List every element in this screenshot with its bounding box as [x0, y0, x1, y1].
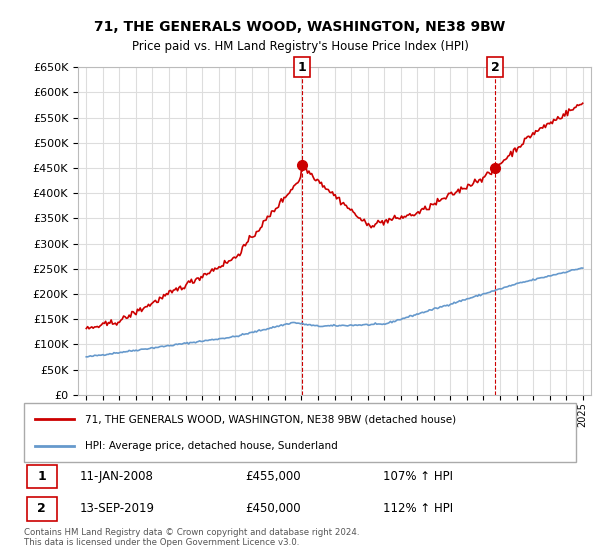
FancyBboxPatch shape: [27, 497, 57, 521]
Text: 2: 2: [491, 60, 500, 74]
Text: 112% ↑ HPI: 112% ↑ HPI: [383, 502, 453, 515]
Text: 13-SEP-2019: 13-SEP-2019: [79, 502, 154, 515]
Text: 71, THE GENERALS WOOD, WASHINGTON, NE38 9BW (detached house): 71, THE GENERALS WOOD, WASHINGTON, NE38 …: [85, 414, 456, 424]
Text: £450,000: £450,000: [245, 502, 301, 515]
Text: 2: 2: [37, 502, 46, 515]
Text: Contains HM Land Registry data © Crown copyright and database right 2024.
This d: Contains HM Land Registry data © Crown c…: [24, 528, 359, 547]
Text: £455,000: £455,000: [245, 470, 301, 483]
Text: 107% ↑ HPI: 107% ↑ HPI: [383, 470, 453, 483]
FancyBboxPatch shape: [27, 465, 57, 488]
Text: HPI: Average price, detached house, Sunderland: HPI: Average price, detached house, Sund…: [85, 441, 337, 451]
Text: 1: 1: [37, 470, 46, 483]
Text: 71, THE GENERALS WOOD, WASHINGTON, NE38 9BW: 71, THE GENERALS WOOD, WASHINGTON, NE38 …: [94, 20, 506, 34]
Text: Price paid vs. HM Land Registry's House Price Index (HPI): Price paid vs. HM Land Registry's House …: [131, 40, 469, 53]
Text: 1: 1: [298, 60, 306, 74]
FancyBboxPatch shape: [24, 403, 576, 462]
Text: 11-JAN-2008: 11-JAN-2008: [79, 470, 153, 483]
